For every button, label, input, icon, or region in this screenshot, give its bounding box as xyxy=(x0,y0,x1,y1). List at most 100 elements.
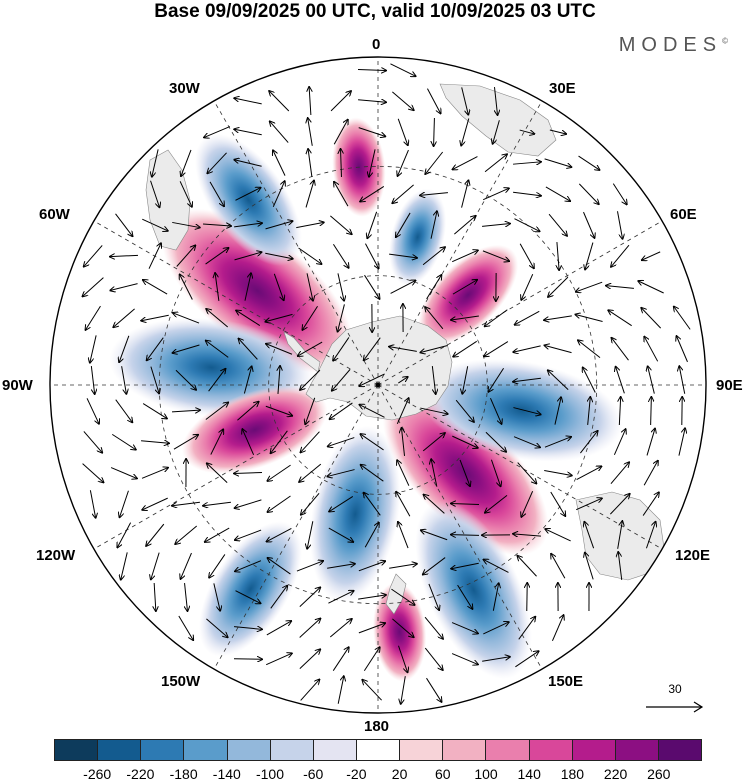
wind-arrow xyxy=(329,619,351,638)
wind-arrow xyxy=(298,247,322,264)
wind-arrow xyxy=(389,347,417,352)
wind-arrow xyxy=(206,618,227,637)
wind-arrow xyxy=(142,218,167,231)
colorbar-bin xyxy=(270,740,314,760)
reference-vector: 30 xyxy=(640,682,710,722)
wind-arrow xyxy=(483,622,508,635)
wind-arrow xyxy=(113,308,135,327)
wind-arrow xyxy=(557,242,559,270)
wind-arrow xyxy=(337,273,344,300)
wind-arrow xyxy=(398,522,409,549)
lon-label-30w: 30W xyxy=(169,80,200,97)
wind-arrow xyxy=(360,434,384,451)
wind-arrow xyxy=(609,494,629,515)
wind-arrow xyxy=(202,224,231,226)
wind-arrow xyxy=(330,215,351,234)
meridian-line xyxy=(213,384,379,670)
wind-arrow xyxy=(585,553,594,580)
wind-arrow xyxy=(175,525,198,544)
wind-arrow xyxy=(424,616,443,639)
wind-arrow xyxy=(358,127,386,137)
new-zealand-landmass xyxy=(385,573,407,615)
wind-arrow xyxy=(423,557,446,575)
wind-arrow xyxy=(268,495,291,512)
wind-arrow xyxy=(332,369,351,390)
wind-arrow xyxy=(618,552,623,580)
wind-arrow xyxy=(401,428,406,456)
wind-arrow xyxy=(120,490,129,518)
wind-arrow xyxy=(641,308,662,329)
wind-arrow xyxy=(206,341,229,358)
wind-arrow xyxy=(206,309,229,328)
wind-arrow xyxy=(171,410,200,412)
wind-arrow xyxy=(358,561,385,572)
wind-arrow xyxy=(420,407,447,414)
wind-arrow xyxy=(271,430,288,453)
meridian-line xyxy=(377,384,543,670)
wind-arrow xyxy=(398,645,407,673)
wind-arrow xyxy=(514,218,539,232)
wind-arrow xyxy=(270,586,287,609)
wind-arrow xyxy=(389,253,417,258)
reference-vector-label: 30 xyxy=(668,682,682,696)
colorbar-ticks: -260 -220 -180 -140 -100 -60 -20 20 60 100 140 180 2… xyxy=(0,766,750,783)
wind-arrow xyxy=(357,69,386,70)
wind-arrow xyxy=(390,281,416,294)
wind-arrow xyxy=(588,397,591,425)
anomaly-field xyxy=(109,117,623,682)
wind-arrow xyxy=(575,314,603,322)
wind-arrow xyxy=(643,461,658,486)
wind-arrow xyxy=(422,247,445,266)
wind-arrow xyxy=(83,277,104,297)
wind-arrow xyxy=(82,463,104,483)
wind-arrow xyxy=(147,337,164,361)
wind-arrow xyxy=(459,459,470,486)
wind-arrow xyxy=(265,405,292,416)
wind-arrow xyxy=(513,191,541,195)
wind-arrow xyxy=(544,345,572,354)
wind-arrow xyxy=(215,273,220,301)
lon-label-150e: 150E xyxy=(548,673,584,690)
colorbar-bin xyxy=(141,740,185,760)
wind-arrow xyxy=(273,273,283,300)
wind-arrow xyxy=(235,560,262,572)
wind-arrow xyxy=(337,676,344,704)
brand-text: MODES xyxy=(618,34,723,56)
wind-arrow xyxy=(462,366,469,393)
wind-arrow xyxy=(332,647,348,671)
wind-arrow xyxy=(213,583,220,610)
wind-arrow xyxy=(397,118,408,145)
wind-arrow xyxy=(451,503,480,504)
wind-arrow xyxy=(176,246,196,267)
wind-arrow xyxy=(207,152,227,173)
wind-arrow xyxy=(610,462,629,485)
wind-arrow xyxy=(484,154,507,173)
wind-arrow xyxy=(494,87,497,115)
colorbar-tick-label: 20 xyxy=(391,766,408,782)
wind-arrow xyxy=(266,621,291,636)
colorbar-tick-label: 220 xyxy=(603,766,628,782)
wind-arrow xyxy=(278,366,280,394)
reference-arrow-icon xyxy=(646,701,704,713)
wind-arrow xyxy=(517,556,537,577)
wind-arrow xyxy=(265,252,292,258)
wind-arrow xyxy=(455,399,474,422)
wind-arrow xyxy=(576,281,603,292)
wind-arrow xyxy=(203,501,231,505)
wind-arrow xyxy=(298,341,323,356)
wind-arrow xyxy=(154,582,156,611)
wind-arrow xyxy=(210,429,223,455)
wind-arrow xyxy=(341,149,342,178)
wind-arrow xyxy=(115,213,133,236)
wind-arrow xyxy=(548,213,567,236)
wind-arrow xyxy=(554,397,561,425)
colorbar-tick-label: 100 xyxy=(474,766,498,782)
wind-arrow xyxy=(457,584,473,609)
wind-arrow xyxy=(305,397,316,424)
wind-arrow xyxy=(90,335,97,362)
wind-arrow xyxy=(519,129,535,134)
wind-arrow xyxy=(327,469,355,477)
wind-arrow xyxy=(234,473,263,474)
wind-arrow xyxy=(453,156,478,170)
lon-label-30e: 30E xyxy=(549,80,576,97)
